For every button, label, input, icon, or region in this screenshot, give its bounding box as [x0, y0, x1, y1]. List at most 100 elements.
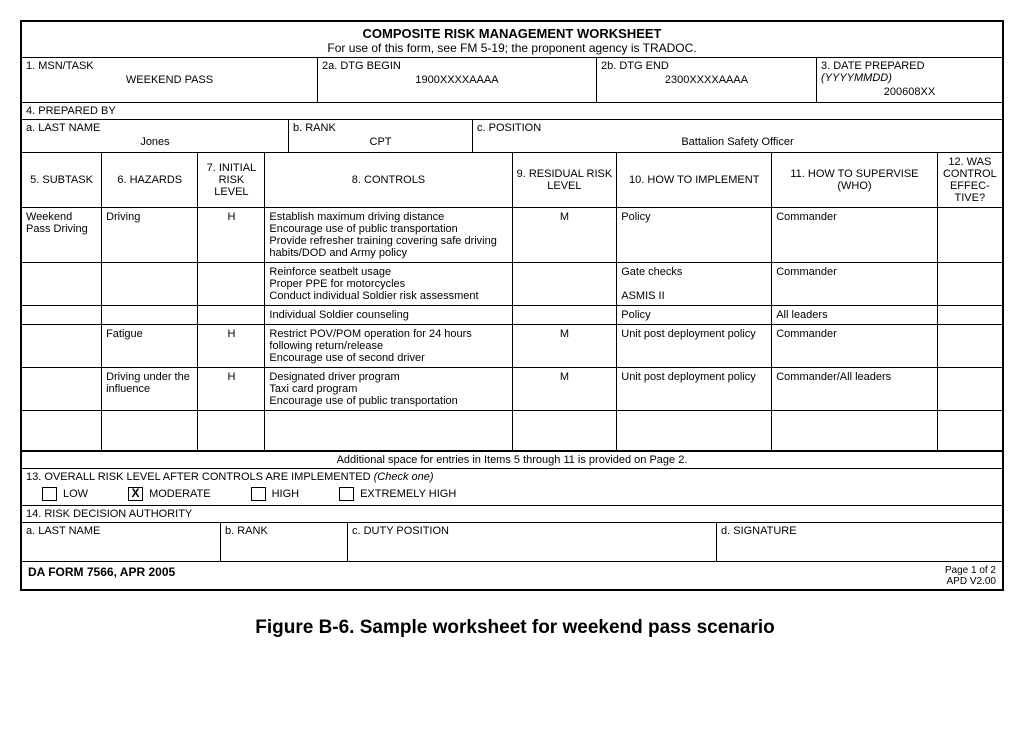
cell-residual-risk: M	[512, 325, 617, 368]
cell-residual-risk	[512, 263, 617, 306]
cell-implement: Gate checks ASMIS II	[617, 263, 772, 306]
auth-lastname-label: a. LAST NAME	[26, 525, 100, 537]
cell-supervise	[772, 411, 937, 451]
col-initial-risk: 7. INITIAL RISK LEVEL	[198, 153, 265, 208]
cell-initial-risk: H	[198, 208, 265, 263]
cell-effective	[937, 208, 1002, 263]
worksheet-form: COMPOSITE RISK MANAGEMENT WORKSHEET For …	[20, 20, 1004, 591]
form-title: COMPOSITE RISK MANAGEMENT WORKSHEET	[22, 26, 1002, 41]
checkbox-icon[interactable]: X	[128, 487, 143, 501]
rank-label: b. RANK	[293, 122, 468, 134]
cell-residual-risk	[512, 306, 617, 325]
cell-supervise: Commander	[772, 325, 937, 368]
cell-implement: Policy	[617, 306, 772, 325]
lastname-value: Jones	[26, 134, 284, 150]
col-controls: 8. CONTROLS	[265, 153, 512, 208]
risk-option[interactable]: X MODERATE	[128, 487, 211, 501]
prepared-by-label: 4. PREPARED BY	[22, 103, 1002, 120]
page-number: Page 1 of 2	[945, 565, 996, 576]
form-subtitle: For use of this form, see FM 5-19; the p…	[22, 41, 1002, 55]
col-implement: 10. HOW TO IMPLEMENT	[617, 153, 772, 208]
row-preparer: a. LAST NAME Jones b. RANK CPT c. POSITI…	[22, 120, 1002, 153]
cell-hazard	[102, 263, 198, 306]
table-row: Reinforce seatbelt usage Proper PPE for …	[22, 263, 1002, 306]
risk-option-label: MODERATE	[149, 488, 211, 500]
cell-subtask	[22, 368, 102, 411]
position-label: c. POSITION	[477, 122, 998, 134]
col-residual-risk: 9. RESIDUAL RISK LEVEL	[512, 153, 617, 208]
cell-implement	[617, 411, 772, 451]
cell-supervise: Commander	[772, 208, 937, 263]
checkbox-icon[interactable]	[42, 487, 57, 501]
col-subtask: 5. SUBTASK	[22, 153, 102, 208]
date-prepared-value: 200608XX	[821, 84, 998, 100]
cell-effective	[937, 368, 1002, 411]
checkbox-icon[interactable]	[251, 487, 266, 501]
risk-option-label: LOW	[63, 488, 88, 500]
cell-subtask	[22, 411, 102, 451]
cell-effective	[937, 411, 1002, 451]
cell-controls: Restrict POV/POM operation for 24 hours …	[265, 325, 512, 368]
form-number: DA FORM 7566, APR 2005	[28, 565, 175, 587]
auth-signature-label: d. SIGNATURE	[721, 525, 797, 537]
dtg-end-label: 2b. DTG END	[601, 60, 812, 72]
figure-caption: Figure B-6. Sample worksheet for weekend…	[20, 617, 1010, 639]
cell-residual-risk: M	[512, 208, 617, 263]
cell-supervise: All leaders	[772, 306, 937, 325]
table-row: Weekend Pass DrivingDrivingHEstablish ma…	[22, 208, 1002, 263]
dtg-begin-value: 1900XXXXAAAA	[322, 72, 592, 88]
msn-task-value: WEEKEND PASS	[26, 72, 313, 88]
checkbox-icon[interactable]	[339, 487, 354, 501]
signature-row: a. LAST NAME b. RANK c. DUTY POSITION d.…	[22, 522, 1002, 561]
cell-residual-risk: M	[512, 368, 617, 411]
cell-hazard	[102, 411, 198, 451]
cell-initial-risk	[198, 411, 265, 451]
cell-subtask	[22, 263, 102, 306]
cell-controls: Individual Soldier counseling	[265, 306, 512, 325]
cell-subtask: Weekend Pass Driving	[22, 208, 102, 263]
cell-residual-risk	[512, 411, 617, 451]
apd-version: APD V2.00	[945, 576, 996, 587]
table-row	[22, 411, 1002, 451]
risk-option[interactable]: EXTREMELY HIGH	[339, 487, 456, 501]
risk-option[interactable]: LOW	[42, 487, 88, 501]
col-hazards: 6. HAZARDS	[102, 153, 198, 208]
col-effective: 12. WAS CONTROL EFFEC-TIVE?	[937, 153, 1002, 208]
cell-hazard	[102, 306, 198, 325]
cell-initial-risk	[198, 263, 265, 306]
position-value: Battalion Safety Officer	[477, 134, 998, 150]
cell-hazard: Driving under the influence	[102, 368, 198, 411]
cell-supervise: Commander	[772, 263, 937, 306]
rank-value: CPT	[293, 134, 468, 150]
cell-controls: Establish maximum driving distance Encou…	[265, 208, 512, 263]
table-header-row: 5. SUBTASK 6. HAZARDS 7. INITIAL RISK LE…	[22, 153, 1002, 208]
col-supervise: 11. HOW TO SUPERVISE (WHO)	[772, 153, 937, 208]
risk-option[interactable]: HIGH	[251, 487, 300, 501]
risk-table: 5. SUBTASK 6. HAZARDS 7. INITIAL RISK LE…	[22, 153, 1002, 451]
form-footer: DA FORM 7566, APR 2005 Page 1 of 2 APD V…	[22, 561, 1002, 589]
cell-initial-risk	[198, 306, 265, 325]
additional-space-note: Additional space for entries in Items 5 …	[22, 451, 1002, 468]
auth-duty-label: c. DUTY POSITION	[352, 525, 449, 537]
date-prepared-label: 3. DATE PREPARED (YYYYMMDD)	[821, 60, 998, 84]
cell-implement: Policy	[617, 208, 772, 263]
cell-hazard: Fatigue	[102, 325, 198, 368]
risk-option-label: HIGH	[272, 488, 300, 500]
dtg-begin-label: 2a. DTG BEGIN	[322, 60, 592, 72]
table-row: Driving under the influenceHDesignated d…	[22, 368, 1002, 411]
overall-risk-options: LOW X MODERATE HIGH EXTREMELY HIGH	[22, 485, 1002, 505]
form-header: COMPOSITE RISK MANAGEMENT WORKSHEET For …	[22, 22, 1002, 58]
cell-effective	[937, 306, 1002, 325]
auth-rank-label: b. RANK	[225, 525, 268, 537]
cell-controls: Designated driver program Taxi card prog…	[265, 368, 512, 411]
lastname-label: a. LAST NAME	[26, 122, 284, 134]
cell-implement: Unit post deployment policy	[617, 325, 772, 368]
risk-decision-authority-heading: 14. RISK DECISION AUTHORITY	[22, 505, 1002, 522]
msn-task-label: 1. MSN/TASK	[26, 60, 313, 72]
dtg-end-value: 2300XXXXAAAA	[601, 72, 812, 88]
table-row: Individual Soldier counseling PolicyAll l…	[22, 306, 1002, 325]
cell-controls: Reinforce seatbelt usage Proper PPE for …	[265, 263, 512, 306]
overall-risk-heading: 13. OVERALL RISK LEVEL AFTER CONTROLS AR…	[22, 468, 1002, 485]
cell-implement: Unit post deployment policy	[617, 368, 772, 411]
risk-option-label: EXTREMELY HIGH	[360, 488, 456, 500]
